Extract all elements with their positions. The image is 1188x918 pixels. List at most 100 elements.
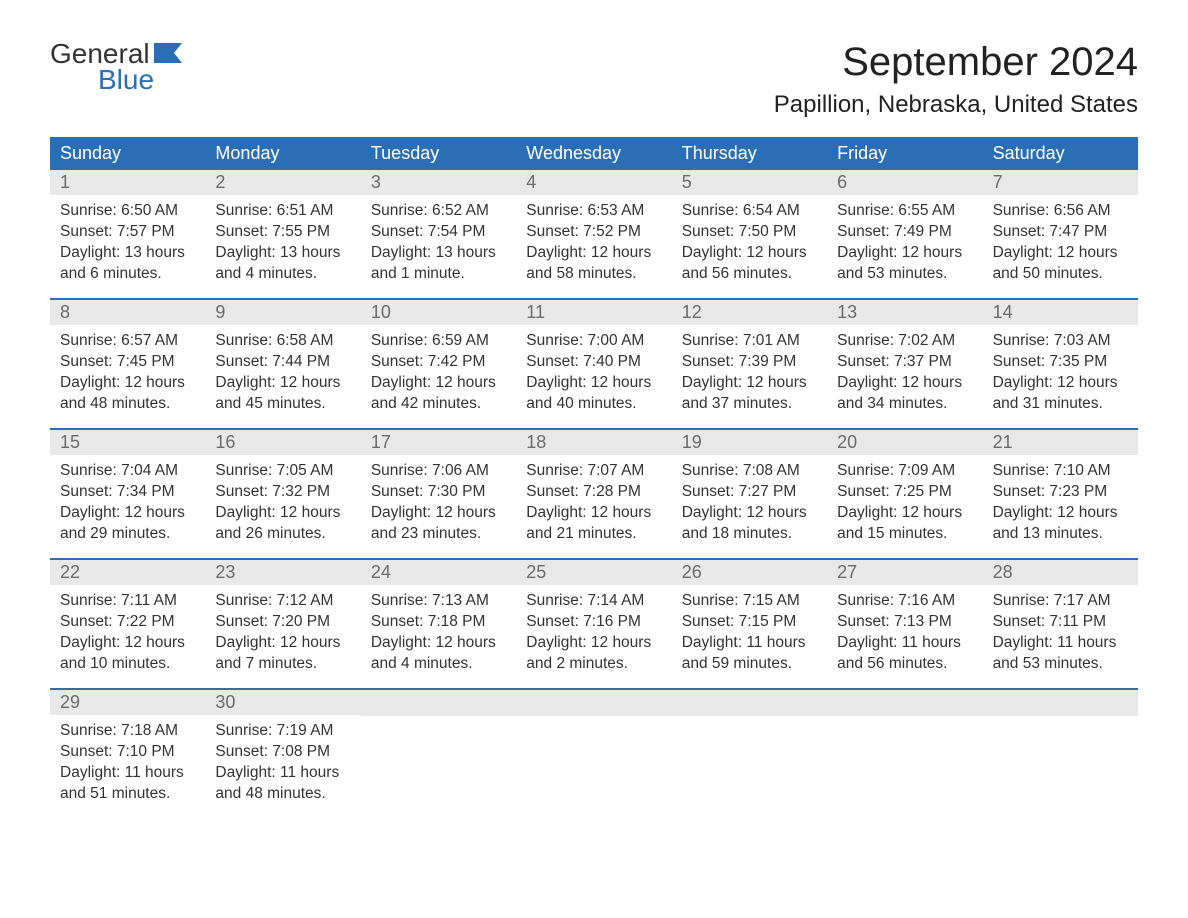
day-number [983, 690, 1138, 716]
sunset-text: Sunset: 7:22 PM [60, 612, 195, 633]
sunset-text: Sunset: 7:55 PM [215, 222, 350, 243]
calendar-cell: 4Sunrise: 6:53 AMSunset: 7:52 PMDaylight… [516, 170, 671, 298]
day-number: 4 [516, 170, 671, 195]
day-details: Sunrise: 7:04 AMSunset: 7:34 PMDaylight:… [50, 455, 205, 551]
day-number: 20 [827, 430, 982, 455]
day-number: 10 [361, 300, 516, 325]
day-number: 28 [983, 560, 1138, 585]
sunset-text: Sunset: 7:34 PM [60, 482, 195, 503]
day-number: 26 [672, 560, 827, 585]
day-details: Sunrise: 7:13 AMSunset: 7:18 PMDaylight:… [361, 585, 516, 681]
day-number [672, 690, 827, 716]
calendar-cell: 29Sunrise: 7:18 AMSunset: 7:10 PMDayligh… [50, 690, 205, 818]
sunrise-text: Sunrise: 6:54 AM [682, 201, 817, 222]
daylight-line1: Daylight: 12 hours [371, 633, 506, 654]
daylight-line1: Daylight: 12 hours [837, 243, 972, 264]
sunrise-text: Sunrise: 7:17 AM [993, 591, 1128, 612]
sunrise-text: Sunrise: 7:19 AM [215, 721, 350, 742]
sunrise-text: Sunrise: 7:15 AM [682, 591, 817, 612]
day-details: Sunrise: 7:18 AMSunset: 7:10 PMDaylight:… [50, 715, 205, 811]
sunset-text: Sunset: 7:57 PM [60, 222, 195, 243]
day-number: 16 [205, 430, 360, 455]
day-details: Sunrise: 7:16 AMSunset: 7:13 PMDaylight:… [827, 585, 982, 681]
sunset-text: Sunset: 7:20 PM [215, 612, 350, 633]
sunset-text: Sunset: 7:47 PM [993, 222, 1128, 243]
day-details: Sunrise: 7:15 AMSunset: 7:15 PMDaylight:… [672, 585, 827, 681]
calendar-cell: 17Sunrise: 7:06 AMSunset: 7:30 PMDayligh… [361, 430, 516, 558]
calendar-cell: 9Sunrise: 6:58 AMSunset: 7:44 PMDaylight… [205, 300, 360, 428]
day-number: 25 [516, 560, 671, 585]
day-number: 9 [205, 300, 360, 325]
day-details: Sunrise: 6:55 AMSunset: 7:49 PMDaylight:… [827, 195, 982, 291]
day-details: Sunrise: 6:52 AMSunset: 7:54 PMDaylight:… [361, 195, 516, 291]
day-number: 30 [205, 690, 360, 715]
daylight-line2: and 7 minutes. [215, 654, 350, 675]
calendar-cell: 19Sunrise: 7:08 AMSunset: 7:27 PMDayligh… [672, 430, 827, 558]
daylight-line1: Daylight: 11 hours [215, 763, 350, 784]
daylight-line1: Daylight: 13 hours [371, 243, 506, 264]
calendar-cell: 25Sunrise: 7:14 AMSunset: 7:16 PMDayligh… [516, 560, 671, 688]
flag-icon [154, 40, 182, 68]
sunset-text: Sunset: 7:52 PM [526, 222, 661, 243]
daylight-line2: and 48 minutes. [60, 394, 195, 415]
sunset-text: Sunset: 7:11 PM [993, 612, 1128, 633]
calendar-cell: 8Sunrise: 6:57 AMSunset: 7:45 PMDaylight… [50, 300, 205, 428]
calendar-cell: 3Sunrise: 6:52 AMSunset: 7:54 PMDaylight… [361, 170, 516, 298]
daylight-line2: and 56 minutes. [682, 264, 817, 285]
dayname: Thursday [672, 137, 827, 170]
week-row: 29Sunrise: 7:18 AMSunset: 7:10 PMDayligh… [50, 688, 1138, 818]
calendar-cell: 7Sunrise: 6:56 AMSunset: 7:47 PMDaylight… [983, 170, 1138, 298]
sunrise-text: Sunrise: 6:55 AM [837, 201, 972, 222]
title-block: September 2024 Papillion, Nebraska, Unit… [774, 40, 1138, 129]
day-details: Sunrise: 7:03 AMSunset: 7:35 PMDaylight:… [983, 325, 1138, 421]
daylight-line1: Daylight: 12 hours [371, 373, 506, 394]
week-row: 22Sunrise: 7:11 AMSunset: 7:22 PMDayligh… [50, 558, 1138, 688]
daylight-line1: Daylight: 12 hours [526, 503, 661, 524]
daylight-line2: and 53 minutes. [993, 654, 1128, 675]
calendar-cell: 12Sunrise: 7:01 AMSunset: 7:39 PMDayligh… [672, 300, 827, 428]
sunrise-text: Sunrise: 7:13 AM [371, 591, 506, 612]
calendar-cell: 1Sunrise: 6:50 AMSunset: 7:57 PMDaylight… [50, 170, 205, 298]
day-details: Sunrise: 6:57 AMSunset: 7:45 PMDaylight:… [50, 325, 205, 421]
sunrise-text: Sunrise: 7:06 AM [371, 461, 506, 482]
daylight-line1: Daylight: 13 hours [215, 243, 350, 264]
day-details: Sunrise: 6:56 AMSunset: 7:47 PMDaylight:… [983, 195, 1138, 291]
daylight-line2: and 50 minutes. [993, 264, 1128, 285]
dayname: Saturday [983, 137, 1138, 170]
calendar-cell: 6Sunrise: 6:55 AMSunset: 7:49 PMDaylight… [827, 170, 982, 298]
sunset-text: Sunset: 7:44 PM [215, 352, 350, 373]
sunset-text: Sunset: 7:37 PM [837, 352, 972, 373]
sunrise-text: Sunrise: 6:58 AM [215, 331, 350, 352]
dayname: Wednesday [516, 137, 671, 170]
sunset-text: Sunset: 7:42 PM [371, 352, 506, 373]
day-number: 11 [516, 300, 671, 325]
day-number: 1 [50, 170, 205, 195]
sunrise-text: Sunrise: 6:53 AM [526, 201, 661, 222]
daylight-line2: and 15 minutes. [837, 524, 972, 545]
sunset-text: Sunset: 7:16 PM [526, 612, 661, 633]
calendar-cell: 26Sunrise: 7:15 AMSunset: 7:15 PMDayligh… [672, 560, 827, 688]
calendar-cell-empty [361, 690, 516, 818]
calendar-cell-empty [827, 690, 982, 818]
calendar-cell: 21Sunrise: 7:10 AMSunset: 7:23 PMDayligh… [983, 430, 1138, 558]
daylight-line2: and 53 minutes. [837, 264, 972, 285]
daylight-line1: Daylight: 12 hours [371, 503, 506, 524]
calendar-cell: 28Sunrise: 7:17 AMSunset: 7:11 PMDayligh… [983, 560, 1138, 688]
sunrise-text: Sunrise: 7:03 AM [993, 331, 1128, 352]
daylight-line1: Daylight: 11 hours [837, 633, 972, 654]
month-title: September 2024 [774, 40, 1138, 85]
sunrise-text: Sunrise: 7:00 AM [526, 331, 661, 352]
daylight-line2: and 34 minutes. [837, 394, 972, 415]
calendar-cell-empty [983, 690, 1138, 818]
day-number: 23 [205, 560, 360, 585]
day-details: Sunrise: 6:58 AMSunset: 7:44 PMDaylight:… [205, 325, 360, 421]
day-number: 19 [672, 430, 827, 455]
day-number: 2 [205, 170, 360, 195]
day-details: Sunrise: 7:19 AMSunset: 7:08 PMDaylight:… [205, 715, 360, 811]
sunrise-text: Sunrise: 6:56 AM [993, 201, 1128, 222]
day-number: 3 [361, 170, 516, 195]
weeks-container: 1Sunrise: 6:50 AMSunset: 7:57 PMDaylight… [50, 170, 1138, 818]
dayname: Friday [827, 137, 982, 170]
sunset-text: Sunset: 7:25 PM [837, 482, 972, 503]
day-details: Sunrise: 7:14 AMSunset: 7:16 PMDaylight:… [516, 585, 671, 681]
